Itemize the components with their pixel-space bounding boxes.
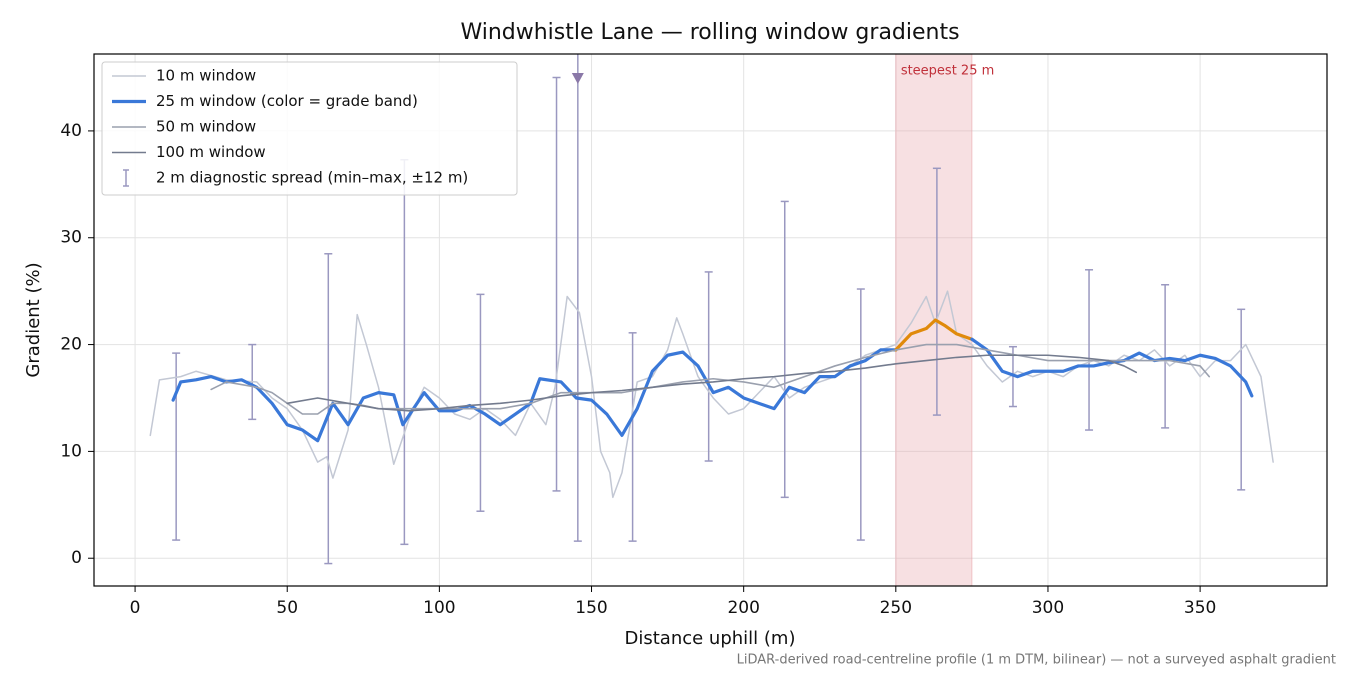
x-tick-label: 350 (1184, 598, 1216, 618)
x-tick-label: 50 (276, 598, 298, 618)
y-tick-label: 40 (60, 121, 82, 141)
x-tick-label: 300 (1032, 598, 1064, 618)
highlight-label: steepest 25 m (901, 64, 994, 79)
x-tick-label: 200 (727, 598, 759, 618)
y-axis-label: Gradient (%) (23, 262, 44, 377)
legend-label: 100 m window (156, 143, 266, 161)
x-tick-label: 250 (880, 598, 912, 618)
legend-label: 50 m window (156, 118, 256, 136)
series-line (894, 318, 974, 352)
plot-area (149, 54, 1274, 565)
x-tick-label: 100 (423, 598, 455, 618)
series-line (149, 290, 1274, 499)
x-tick-label: 150 (575, 598, 607, 618)
legend-label: 2 m diagnostic spread (min–max, ±12 m) (156, 169, 468, 187)
y-tick-label: 10 (60, 441, 82, 461)
series-line (286, 354, 1138, 412)
legend-label: 10 m window (156, 67, 256, 85)
footnote: LiDAR-derived road-centreline profile (1… (737, 653, 1336, 668)
series-line (210, 343, 1211, 415)
x-axis-label: Distance uphill (m) (625, 628, 796, 649)
plot-frame (93, 53, 1328, 587)
x-tick-label: 0 (130, 598, 141, 618)
chart-title: Windwhistle Lane — rolling window gradie… (460, 20, 959, 45)
y-tick-label: 20 (60, 335, 82, 355)
y-tick-label: 0 (71, 548, 82, 568)
legend-box (101, 61, 518, 196)
clipped-marker (571, 73, 584, 84)
y-tick-label: 30 (60, 228, 82, 248)
legend-label: 25 m window (color = grade band) (156, 92, 418, 110)
series-line (970, 337, 1254, 398)
